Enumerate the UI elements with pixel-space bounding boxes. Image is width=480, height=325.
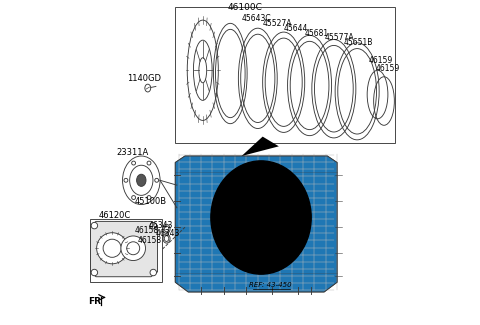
Ellipse shape <box>163 234 170 243</box>
Text: 23311A: 23311A <box>116 148 149 157</box>
Text: 45643C: 45643C <box>241 14 271 23</box>
Text: 45577A: 45577A <box>324 33 354 42</box>
Text: 46158: 46158 <box>138 236 162 245</box>
Text: 45651B: 45651B <box>344 38 373 47</box>
Text: 46343: 46343 <box>155 229 180 238</box>
Circle shape <box>96 233 128 264</box>
Circle shape <box>91 269 97 276</box>
Circle shape <box>150 222 156 229</box>
Circle shape <box>147 196 151 200</box>
Text: 45527A: 45527A <box>263 19 292 28</box>
Polygon shape <box>241 136 279 156</box>
Text: 46100C: 46100C <box>228 3 262 12</box>
Text: 46343: 46343 <box>149 221 173 230</box>
Text: 45644: 45644 <box>284 24 308 33</box>
Ellipse shape <box>163 224 170 233</box>
Text: 46120C: 46120C <box>98 211 131 220</box>
Circle shape <box>91 222 97 229</box>
Polygon shape <box>175 156 337 292</box>
Bar <box>90 219 162 282</box>
Circle shape <box>132 161 135 165</box>
Text: 46158: 46158 <box>135 226 159 235</box>
Text: FR: FR <box>88 296 101 306</box>
Ellipse shape <box>145 84 151 92</box>
Circle shape <box>103 239 121 257</box>
Circle shape <box>121 236 145 261</box>
Ellipse shape <box>137 174 146 186</box>
Polygon shape <box>91 221 157 277</box>
Text: 46159: 46159 <box>376 64 400 73</box>
Ellipse shape <box>211 161 311 274</box>
Circle shape <box>132 196 135 200</box>
Text: 45681: 45681 <box>305 29 329 38</box>
Circle shape <box>155 178 158 182</box>
Polygon shape <box>175 156 337 292</box>
Text: 45100B: 45100B <box>135 197 167 206</box>
Text: 46159: 46159 <box>369 56 393 65</box>
Circle shape <box>124 178 128 182</box>
Circle shape <box>150 269 156 276</box>
Circle shape <box>147 161 151 165</box>
Text: REF: 43-450: REF: 43-450 <box>250 282 292 288</box>
Circle shape <box>127 242 140 255</box>
Text: 1140GD: 1140GD <box>128 74 162 83</box>
